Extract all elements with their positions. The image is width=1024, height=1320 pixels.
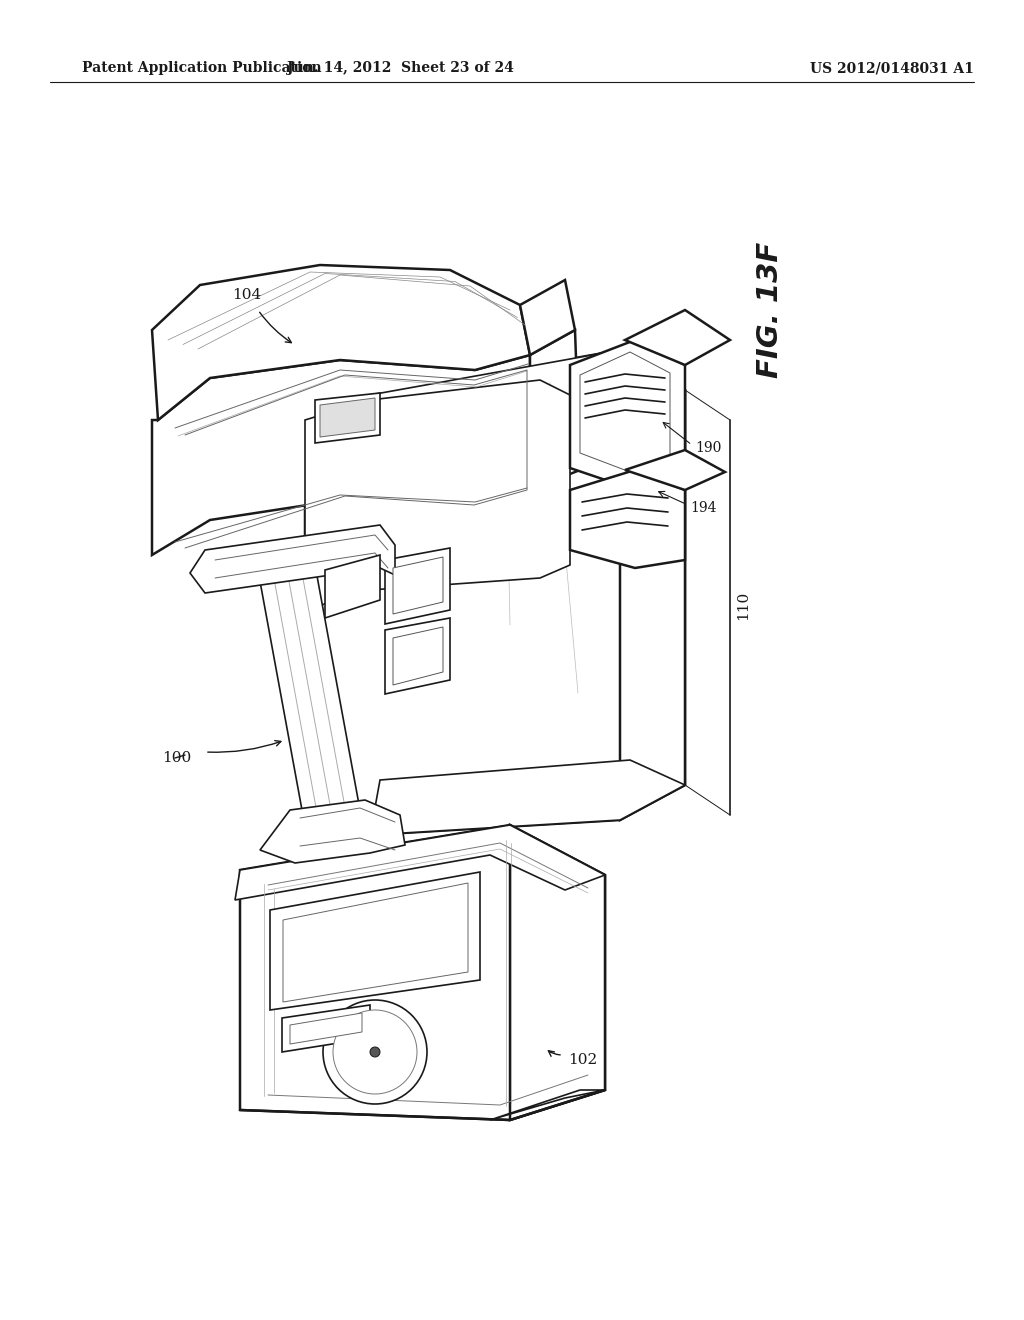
Text: 190: 190 xyxy=(695,441,721,455)
Circle shape xyxy=(370,1047,380,1057)
Polygon shape xyxy=(625,450,725,490)
Polygon shape xyxy=(520,280,575,355)
Text: 110: 110 xyxy=(736,590,750,619)
Polygon shape xyxy=(305,380,570,610)
Polygon shape xyxy=(385,618,450,694)
Text: 194: 194 xyxy=(690,502,717,515)
Circle shape xyxy=(333,1010,417,1094)
Polygon shape xyxy=(510,825,605,1119)
Polygon shape xyxy=(325,554,380,618)
Polygon shape xyxy=(305,350,685,836)
Polygon shape xyxy=(370,350,685,463)
Polygon shape xyxy=(530,330,580,490)
Polygon shape xyxy=(490,1090,605,1119)
Polygon shape xyxy=(570,341,685,490)
Polygon shape xyxy=(393,627,443,685)
Text: Jun. 14, 2012  Sheet 23 of 24: Jun. 14, 2012 Sheet 23 of 24 xyxy=(287,61,513,75)
Polygon shape xyxy=(260,800,406,863)
Polygon shape xyxy=(290,1012,362,1044)
Polygon shape xyxy=(234,825,605,900)
Polygon shape xyxy=(270,873,480,1010)
Text: 100: 100 xyxy=(162,751,191,766)
Polygon shape xyxy=(240,825,605,1119)
Text: Patent Application Publication: Patent Application Publication xyxy=(82,61,322,75)
Polygon shape xyxy=(282,1005,370,1052)
Polygon shape xyxy=(315,393,380,444)
Polygon shape xyxy=(385,548,450,624)
Circle shape xyxy=(323,1001,427,1104)
Polygon shape xyxy=(570,470,685,568)
Polygon shape xyxy=(319,399,375,437)
Text: FIG. 13F: FIG. 13F xyxy=(756,242,784,378)
Text: 102: 102 xyxy=(568,1053,597,1067)
Text: US 2012/0148031 A1: US 2012/0148031 A1 xyxy=(810,61,974,75)
Text: 104: 104 xyxy=(232,288,261,302)
Polygon shape xyxy=(580,352,670,473)
Polygon shape xyxy=(620,350,685,820)
Polygon shape xyxy=(625,310,730,366)
Polygon shape xyxy=(283,883,468,1002)
Polygon shape xyxy=(190,525,395,593)
Polygon shape xyxy=(152,265,530,420)
Polygon shape xyxy=(393,557,443,614)
Polygon shape xyxy=(257,565,360,810)
Polygon shape xyxy=(370,760,685,836)
Polygon shape xyxy=(152,355,530,554)
